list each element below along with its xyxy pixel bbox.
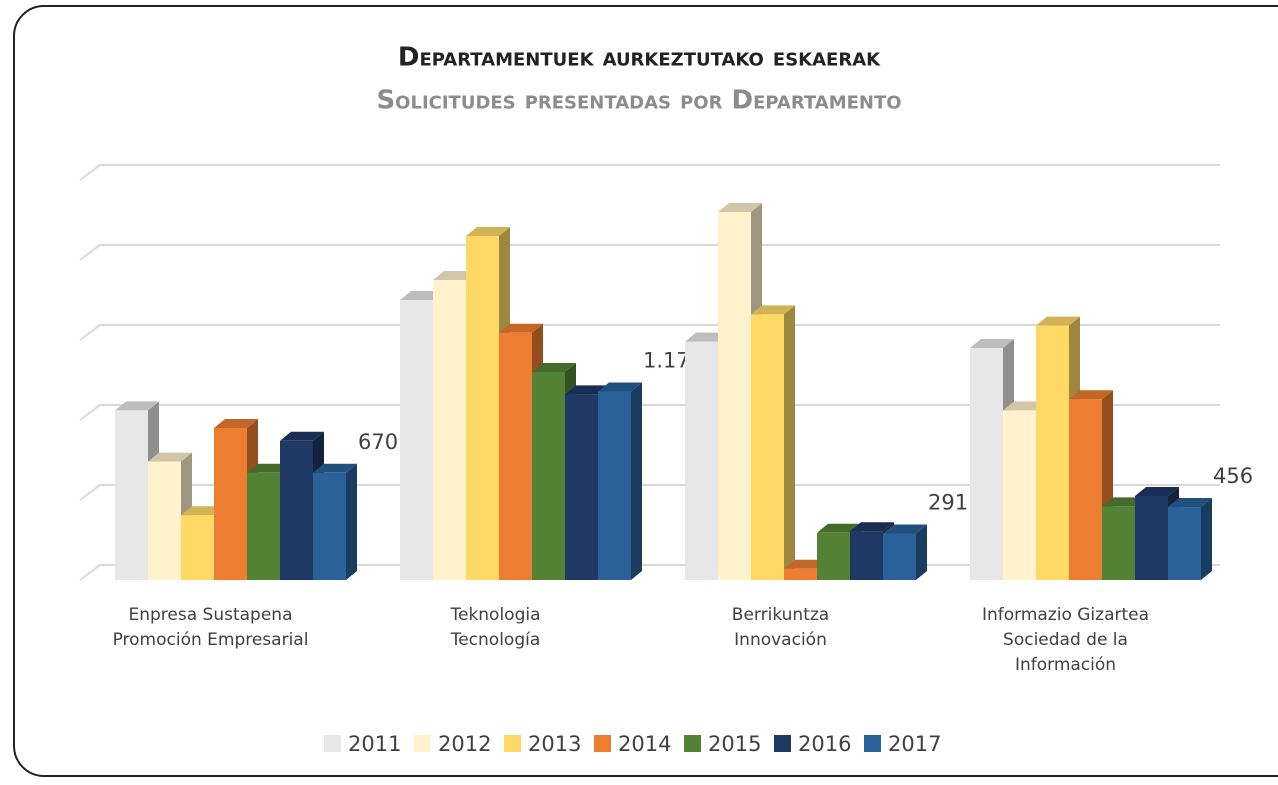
bar [280, 440, 313, 580]
bar [148, 461, 181, 580]
bar-top [1135, 487, 1179, 496]
bar-top [214, 419, 258, 428]
bar [1168, 507, 1201, 580]
bar [466, 236, 499, 580]
bar-top [466, 227, 510, 236]
bar-top [1069, 390, 1113, 400]
x-tick-label: Berrikuntza Innovación [731, 605, 830, 650]
bar-top [499, 323, 543, 333]
bar-top [850, 522, 894, 532]
bar-top [1036, 316, 1080, 326]
bar-top [1168, 498, 1212, 508]
bar [1036, 325, 1069, 580]
bar-side [1201, 498, 1212, 580]
legend-swatch [594, 735, 611, 752]
bar-top [817, 523, 861, 533]
bar-top [280, 431, 324, 441]
legend-swatch [504, 735, 521, 752]
bar [400, 300, 433, 580]
bar-top [718, 203, 762, 212]
bar-top [598, 382, 642, 392]
bar [565, 394, 598, 580]
bar [433, 280, 466, 580]
data-label: 670 [358, 430, 398, 454]
bar [1003, 410, 1036, 580]
bar [883, 533, 916, 580]
grid-line [79, 164, 1220, 181]
grid-line [79, 244, 1220, 261]
bar [1069, 399, 1102, 580]
bar [1135, 496, 1168, 580]
bar-side [346, 463, 357, 580]
bar-top [970, 339, 1014, 348]
bar [115, 410, 148, 580]
legend-swatch [864, 735, 881, 752]
bar [181, 515, 214, 580]
data-label: 291 [928, 490, 968, 514]
bar-top [751, 305, 795, 315]
bar [685, 341, 718, 580]
bar-top [313, 463, 357, 473]
legend-swatch [684, 735, 701, 752]
bar-side [784, 305, 795, 580]
bar-top [148, 452, 192, 462]
legend-label: 2017 [888, 732, 941, 756]
bar [214, 428, 247, 580]
grid-line [79, 484, 1220, 501]
bar [499, 332, 532, 580]
bar [817, 532, 850, 580]
chart-subtitle: Solicitudes presentadas por Departamento [376, 86, 901, 116]
legend-swatch [774, 735, 791, 752]
x-tick-label: Teknologia Tecnología [450, 605, 541, 650]
bar [718, 212, 751, 580]
bar-top [532, 363, 576, 372]
bar [313, 472, 346, 580]
bar [850, 531, 883, 580]
bar [532, 372, 565, 580]
grid-line [79, 324, 1220, 341]
legend-swatch [414, 735, 431, 752]
bar [751, 314, 784, 580]
bar [598, 391, 631, 580]
bar [784, 568, 817, 580]
legend-label: 2013 [528, 732, 581, 756]
grid-line [79, 404, 1220, 421]
legend-label: 2015 [708, 732, 761, 756]
bar-top [115, 401, 159, 411]
legend-label: 2011 [348, 732, 401, 756]
legend-swatch [324, 735, 341, 752]
chart-frame [13, 5, 1278, 777]
bar-side [916, 524, 927, 580]
legend-label: 2016 [798, 732, 851, 756]
legend-label: 2014 [618, 732, 671, 756]
bar [1102, 506, 1135, 580]
bar-top [883, 524, 927, 534]
x-tick-label: Enpresa Sustapena Promoción Empresarial [112, 605, 309, 650]
legend-label: 2012 [438, 732, 491, 756]
bar [970, 348, 1003, 580]
chart-title: Departamentuek aurkeztutako eskaerak [398, 43, 881, 73]
bar [247, 472, 280, 580]
bar-side [631, 382, 642, 580]
data-label: 456 [1213, 464, 1253, 488]
x-tick-label: Informazio Gizartea Sociedad de la Infor… [981, 605, 1150, 675]
